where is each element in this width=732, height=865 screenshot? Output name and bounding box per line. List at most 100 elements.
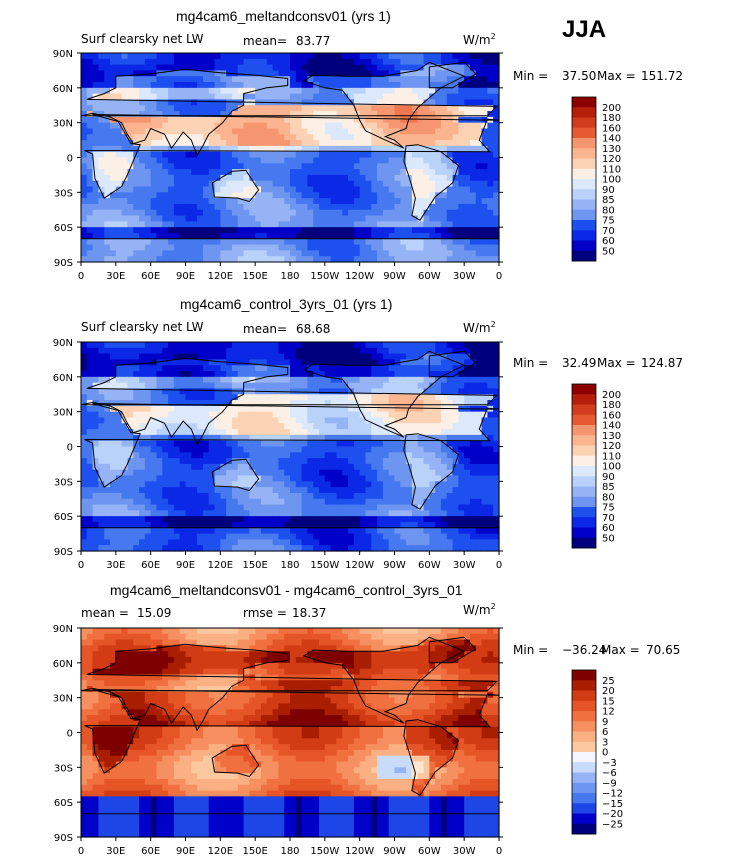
- field-cell: [411, 510, 419, 517]
- field-cell: [168, 463, 175, 471]
- field-cell: [458, 347, 465, 355]
- field-cell: [353, 359, 361, 366]
- field-cell: [133, 423, 140, 430]
- field-cell: [452, 256, 459, 263]
- field-cell: [168, 469, 175, 477]
- field-cell: [365, 376, 372, 384]
- lon-tick-label: 0: [78, 271, 84, 282]
- field-cell: [121, 400, 129, 407]
- field-cell: [371, 256, 378, 263]
- field-cell: [162, 53, 169, 60]
- lon-tick-label: 30E: [106, 271, 125, 282]
- field-cell: [243, 198, 250, 205]
- field-cell: [133, 244, 140, 251]
- field-cell: [400, 423, 407, 430]
- field-cell: [144, 353, 152, 361]
- field-cell: [330, 232, 338, 240]
- field-cell: [348, 440, 355, 448]
- field-cell: [377, 342, 384, 349]
- field-cell: [400, 434, 407, 442]
- field-cell: [394, 458, 401, 465]
- field-cell: [237, 111, 245, 118]
- field-cell: [231, 458, 239, 465]
- field-cell: [446, 58, 454, 66]
- field-cell: [278, 140, 285, 147]
- field-cell: [417, 256, 425, 263]
- field-cell: [110, 87, 117, 95]
- panel1-max-label: Max =: [597, 69, 636, 83]
- field-cell: [179, 434, 187, 442]
- field-cell: [319, 163, 326, 170]
- field-cell: [429, 192, 436, 199]
- field-cell: [98, 469, 105, 477]
- field-cell: [348, 371, 355, 378]
- field-cell: [458, 209, 465, 217]
- field-cell: [98, 180, 105, 188]
- field-cell: [464, 423, 471, 430]
- field-cell: [214, 105, 221, 112]
- field-cell: [382, 93, 390, 101]
- field-cell: [231, 510, 239, 517]
- field-cell: [266, 232, 274, 240]
- field-cell: [377, 82, 384, 89]
- field-cell: [464, 458, 471, 465]
- field-cell: [394, 87, 401, 95]
- field-cell: [81, 180, 88, 188]
- field-cell: [81, 105, 88, 112]
- field-cell: [481, 221, 488, 228]
- field-cell: [319, 186, 326, 193]
- field-cell: [266, 353, 274, 361]
- field-cell: [121, 510, 129, 517]
- field-cell: [243, 151, 250, 159]
- field-cell: [458, 186, 465, 193]
- lon-tick-label: 90W: [383, 271, 406, 282]
- field-cell: [377, 452, 384, 459]
- field-cell: [469, 250, 477, 257]
- field-cell: [452, 510, 459, 517]
- field-cell: [86, 394, 94, 401]
- field-cell: [243, 463, 250, 471]
- field-cell: [400, 198, 407, 205]
- field-cell: [231, 174, 239, 182]
- panel2-units: W/m2: [463, 320, 496, 335]
- field-cell: [313, 452, 320, 459]
- panel3-rmse-label: rmse =: [243, 606, 287, 620]
- field-cell: [139, 434, 146, 442]
- field-cell: [446, 487, 454, 494]
- field-cell: [284, 498, 291, 506]
- field-cell: [284, 70, 291, 77]
- field-cell: [295, 394, 303, 401]
- field-cell: [487, 192, 494, 199]
- field-cell: [260, 382, 268, 390]
- field-cell: [487, 400, 494, 407]
- field-cell: [237, 342, 245, 349]
- field-cell: [371, 400, 378, 407]
- field-cell: [104, 452, 111, 459]
- field-cell: [440, 498, 448, 506]
- field-cell: [481, 209, 488, 217]
- field-cell: [377, 157, 384, 164]
- field-cell: [464, 382, 471, 390]
- field-cell: [295, 463, 303, 471]
- field-cell: [226, 221, 233, 228]
- field-cell: [173, 163, 181, 170]
- field-cell: [115, 516, 123, 523]
- field-cell: [440, 244, 448, 251]
- field-cell: [411, 215, 419, 222]
- colorbar-box: [572, 199, 596, 211]
- field-cell: [168, 215, 175, 222]
- field-cell: [440, 93, 448, 101]
- field-cell: [202, 475, 210, 482]
- field-cell: [110, 58, 117, 66]
- field-cell: [423, 498, 430, 506]
- field-cell: [208, 238, 216, 246]
- field-cell: [307, 145, 314, 153]
- field-cell: [86, 376, 94, 384]
- field-cell: [168, 417, 175, 424]
- field-cell: [475, 429, 483, 436]
- field-cell: [435, 417, 442, 424]
- field-cell: [121, 498, 129, 506]
- field-cell: [150, 429, 158, 436]
- field-cell: [348, 58, 355, 66]
